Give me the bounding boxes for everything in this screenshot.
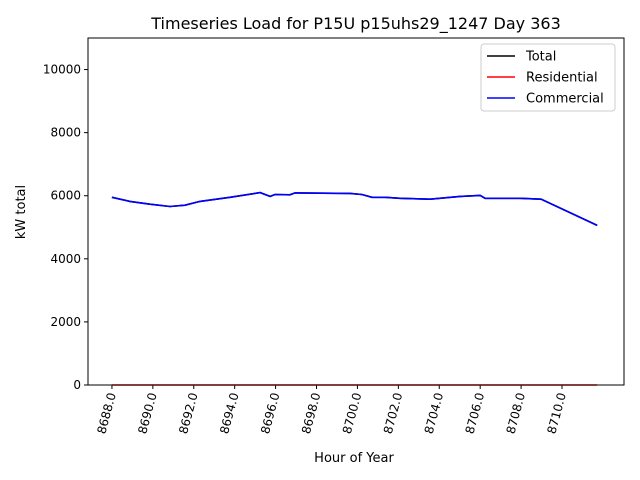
plot-frame: [87, 37, 625, 386]
y-tick-label: 4000: [50, 252, 81, 266]
x-axis-label: Hour of Year: [314, 451, 394, 466]
legend: Total Residential Commercial: [480, 43, 616, 112]
y-tick-label: 2000: [50, 315, 81, 329]
chart-title: Timeseries Load for P15U p15uhs29_1247 D…: [150, 14, 561, 34]
legend-label: Residential: [526, 71, 598, 86]
legend-label: Total: [525, 50, 556, 65]
legend-label: Commercial: [526, 92, 604, 107]
y-tick-label: 10000: [43, 63, 81, 77]
legend-box: [480, 43, 616, 112]
y-tick-label: 6000: [50, 189, 81, 203]
series-line-commercial: [111, 191, 598, 227]
y-tick-label: 0: [73, 378, 81, 392]
y-tick-label: 8000: [50, 126, 81, 140]
y-axis-label: kW total: [14, 185, 29, 239]
